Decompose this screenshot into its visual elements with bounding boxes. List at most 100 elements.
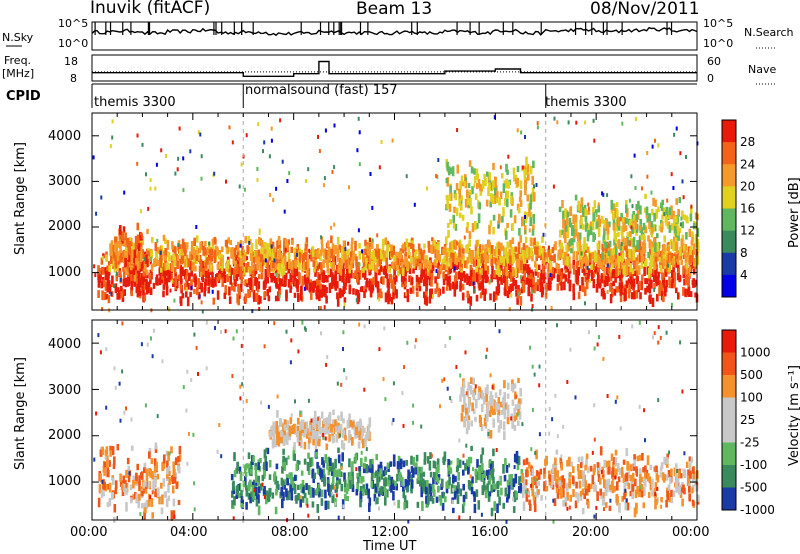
data-cell (112, 463, 116, 470)
data-cell (656, 293, 659, 302)
data-cell (538, 249, 542, 256)
data-cell (250, 461, 253, 471)
data-cell (307, 273, 310, 284)
data-cell (671, 278, 674, 286)
data-cell (610, 453, 614, 462)
data-cell (247, 452, 251, 460)
data-cell (610, 271, 614, 278)
data-cell (644, 287, 647, 295)
data-cell (304, 275, 307, 285)
data-cell (111, 135, 114, 140)
data-cell (204, 281, 207, 292)
data-cell (523, 266, 527, 273)
data-cell (357, 116, 360, 121)
data-cell (550, 255, 554, 262)
data-cell (472, 491, 476, 497)
data-cell (311, 501, 315, 508)
data-cell (432, 294, 434, 298)
data-cell (635, 504, 638, 514)
data-cell (116, 443, 120, 451)
data-cell (507, 181, 511, 189)
data-cell (382, 470, 386, 477)
data-cell (239, 283, 243, 292)
data-cell (489, 200, 492, 208)
data-cell (249, 469, 253, 475)
data-cell (593, 250, 597, 258)
data-cell (122, 475, 125, 484)
data-cell (469, 250, 472, 259)
data-cell (505, 163, 508, 173)
data-cell (627, 482, 631, 490)
data-cell (343, 302, 346, 307)
data-cell (496, 265, 499, 276)
data-cell (319, 283, 322, 290)
data-cell (465, 427, 469, 435)
data-cell (280, 486, 283, 496)
data-cell (519, 275, 522, 280)
data-cell (605, 460, 609, 468)
data-cell (185, 254, 189, 262)
data-cell (683, 250, 687, 256)
data-cell (660, 291, 664, 301)
data-cell (678, 227, 682, 233)
data-cell (127, 473, 131, 483)
power-panel (91, 112, 700, 314)
data-cell (363, 427, 366, 434)
data-cell (260, 483, 263, 491)
data-cell (390, 485, 393, 493)
data-cell (516, 253, 519, 259)
data-cell (337, 415, 340, 421)
data-cell (513, 492, 517, 503)
data-cell (694, 279, 697, 286)
data-cell (149, 278, 152, 284)
data-cell (442, 264, 446, 271)
data-cell (320, 498, 324, 506)
data-cell (553, 467, 557, 475)
data-cell (162, 234, 166, 242)
data-cell (350, 266, 353, 274)
data-cell (148, 272, 152, 280)
data-cell (368, 465, 371, 473)
data-cell (395, 251, 398, 260)
data-cell (311, 246, 315, 253)
data-cell (461, 251, 464, 260)
data-cell (489, 250, 493, 259)
data-cell (516, 177, 520, 187)
data-cell (409, 287, 413, 294)
data-cell (135, 493, 138, 504)
data-cell (583, 247, 586, 257)
data-cell (662, 277, 665, 286)
data-cell (351, 484, 355, 493)
data-cell (249, 479, 252, 487)
data-cell (635, 204, 638, 211)
data-cell (624, 266, 627, 276)
data-cell (524, 236, 528, 244)
data-cell (631, 472, 635, 482)
data-cell (675, 480, 678, 489)
data-cell (548, 283, 552, 291)
data-cell (605, 502, 608, 508)
data-cell (127, 465, 131, 473)
data-cell (112, 250, 116, 259)
data-cell (669, 476, 672, 484)
data-cell (639, 487, 642, 493)
data-cell (276, 240, 279, 250)
data-cell (531, 175, 534, 185)
data-cell (108, 460, 111, 467)
data-cell (692, 269, 696, 275)
data-cell (366, 255, 370, 262)
data-cell (692, 470, 696, 480)
data-cell (471, 223, 475, 233)
data-cell (393, 277, 396, 284)
data-cell (145, 269, 149, 276)
data-cell (319, 467, 322, 477)
data-cell (477, 500, 481, 510)
data-cell (283, 429, 287, 436)
data-cell (230, 253, 234, 259)
data-cell (621, 229, 624, 239)
data-cell (310, 255, 313, 262)
data-cell (586, 265, 589, 270)
data-cell (477, 258, 480, 267)
data-cell (392, 292, 395, 300)
data-cell (665, 499, 668, 508)
